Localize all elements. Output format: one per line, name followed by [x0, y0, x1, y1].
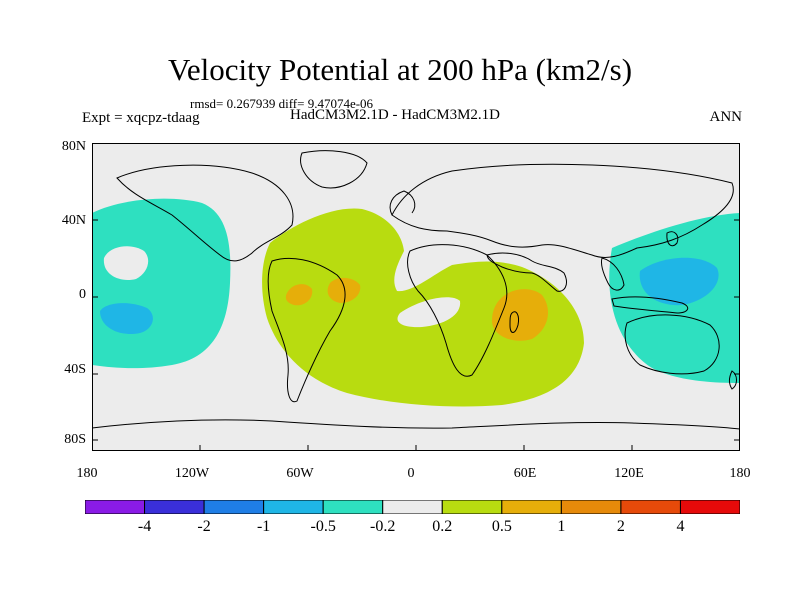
x-tick-label: 180: [729, 466, 751, 481]
coast-new-zealand: [728, 370, 737, 390]
coast-africa: [407, 244, 508, 377]
colorbar-label: -0.2: [370, 518, 396, 535]
coast-north-america: [116, 164, 294, 262]
colorbar-swatch: [85, 500, 146, 514]
colorbar: [85, 500, 740, 514]
x-tick-label: 60W: [286, 466, 314, 481]
x-tick-label: 180: [76, 466, 98, 481]
colorbar-swatch: [441, 500, 503, 514]
contour-atlantic-white-gap: [397, 297, 461, 328]
colorbar-label: 0.5: [491, 518, 512, 535]
y-tick-label: 0: [79, 287, 86, 302]
contour-pacific-negative: [92, 198, 231, 369]
contour-pacific-white-patch: [103, 246, 149, 281]
coast-europe-west: [389, 190, 416, 216]
coast-indonesia: [611, 296, 689, 314]
colorbar-swatch: [322, 500, 384, 514]
coast-greenland: [300, 150, 368, 189]
colorbar-label: -1: [256, 518, 271, 535]
coast-southeast-asia: [601, 257, 625, 291]
contour-wpacific-strong-negative: [639, 257, 719, 306]
x-tick-label: 120E: [614, 466, 644, 481]
y-tick-label: 80S: [64, 432, 86, 447]
colorbar-swatch: [263, 500, 324, 514]
coast-australia: [624, 314, 720, 375]
coast-south-america: [267, 257, 346, 403]
map-panel: [92, 143, 740, 451]
experiment-label: Expt = xqcpz-tdaag: [82, 110, 200, 126]
colorbar-swatch: [203, 500, 265, 514]
colorbar-label: 2: [616, 518, 625, 535]
colorbar-swatch: [560, 500, 622, 514]
colorbar-label: 1: [557, 518, 566, 535]
season-label: ANN: [709, 109, 743, 125]
colorbar-swatch: [144, 500, 205, 514]
y-tick-label: 40S: [64, 362, 86, 377]
x-tick-label: 0: [407, 466, 415, 481]
colorbar-label: -2: [197, 518, 211, 535]
colorbar-label: 0.2: [432, 518, 453, 535]
colorbar-swatch: [620, 500, 681, 514]
colorbar-label: -0.5: [310, 518, 336, 535]
colorbar-label: -4: [137, 518, 152, 535]
plot-title: Velocity Potential at 200 hPa (km2/s): [167, 52, 633, 87]
y-tick-label: 80N: [61, 139, 86, 154]
contour-southamerica-positive-strong: [285, 284, 313, 306]
colorbar-swatch: [501, 500, 562, 514]
x-tick-label: 60E: [513, 466, 537, 481]
colorbar-swatch: [679, 500, 740, 514]
coast-arabia-india: [486, 252, 567, 292]
contour-atlantic-positive-strong: [327, 277, 361, 303]
stats-label: rmsd= 0.267939 diff= 9.47074e-06: [190, 96, 374, 111]
y-tick-label: 40N: [61, 213, 86, 228]
contour-pacific-strong-negative: [100, 303, 153, 335]
coast-antarctica: [92, 419, 740, 430]
colorbar-label: 4: [676, 518, 685, 535]
coast-madagascar: [509, 311, 519, 333]
model-label: HadCM3M2.1D - HadCM3M2.1D: [290, 107, 500, 123]
coast-japan: [666, 231, 679, 247]
colorbar-swatch: [382, 500, 443, 514]
x-tick-label: 120W: [174, 466, 210, 481]
